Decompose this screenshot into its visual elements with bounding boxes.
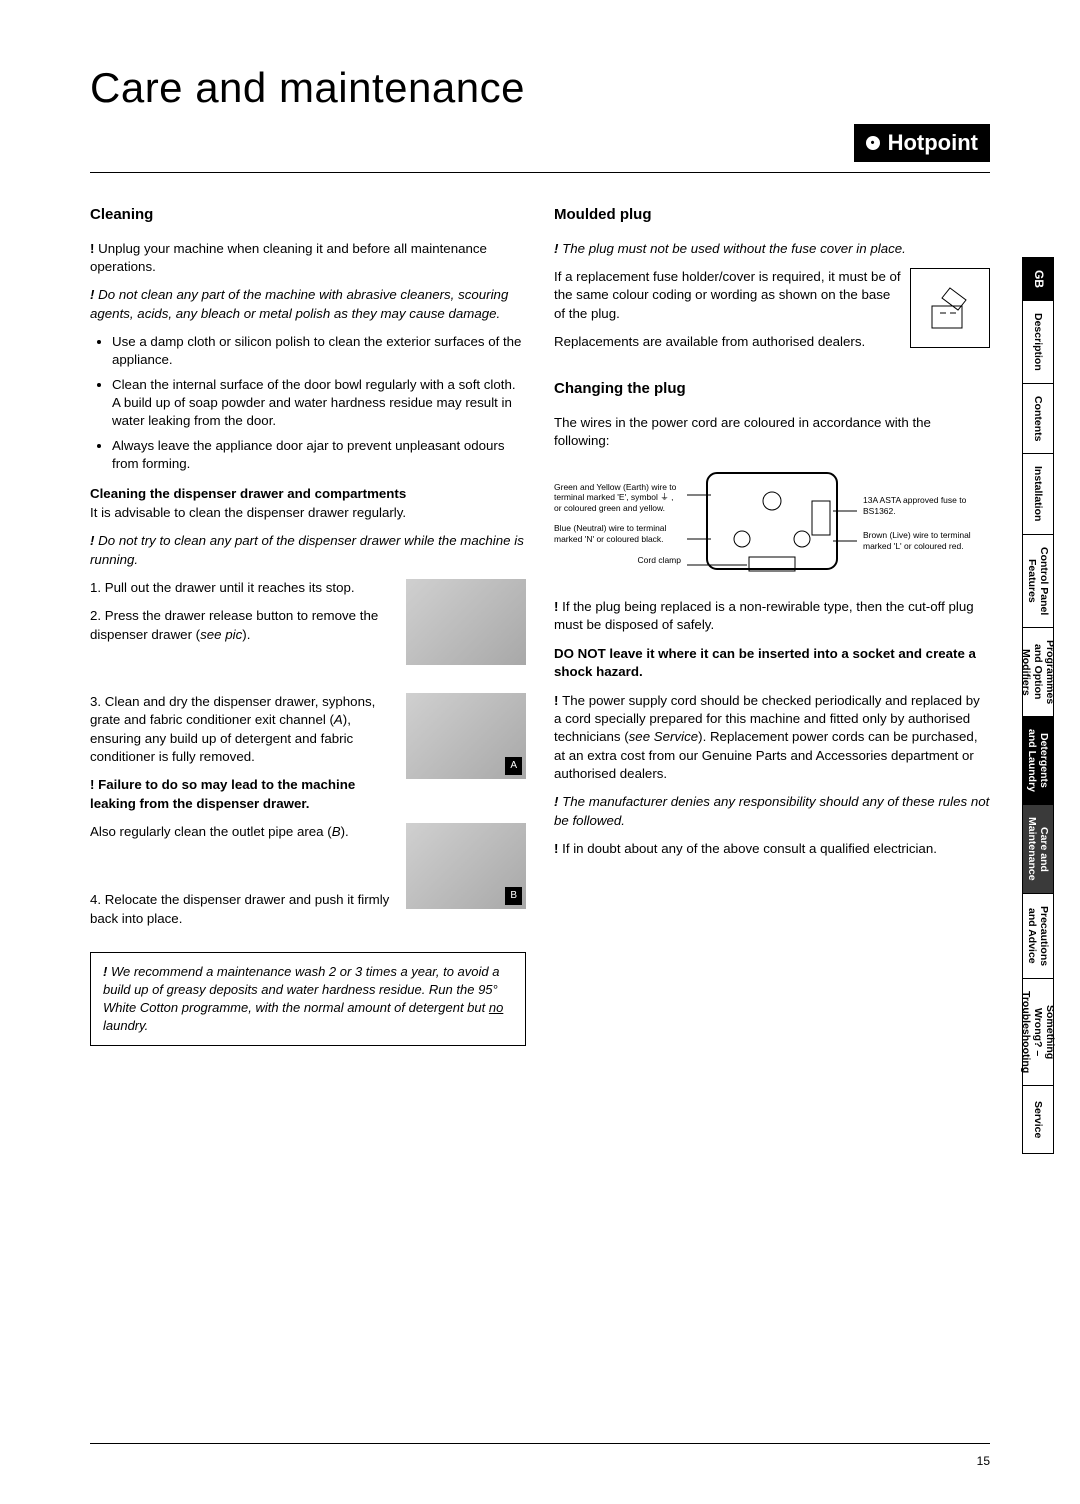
side-tab[interactable]: Installation xyxy=(1022,454,1054,534)
warning-leak: ! Failure to do so may lead to the machi… xyxy=(90,776,526,813)
plug-svg-icon xyxy=(687,461,857,581)
para: ! The power supply cord should be checke… xyxy=(554,692,990,784)
left-column: Cleaning ! Unplug your machine when clea… xyxy=(90,205,526,1046)
maintenance-note: ! We recommend a maintenance wash 2 or 3… xyxy=(90,952,526,1046)
image-label-b: B xyxy=(505,887,522,905)
heading-dispenser: Cleaning the dispenser drawer and compar… xyxy=(90,485,526,503)
plug-wiring-diagram: Green and Yellow (Earth) wire to termina… xyxy=(554,461,990,586)
side-tab[interactable]: Contents xyxy=(1022,384,1054,455)
side-tab[interactable]: GB xyxy=(1022,257,1054,301)
para: ! If the plug being replaced is a non-re… xyxy=(554,598,990,635)
para: ! If in doubt about any of the above con… xyxy=(554,840,990,858)
dispenser-image-b: B xyxy=(406,823,526,909)
para: It is advisable to clean the dispenser d… xyxy=(90,504,526,522)
side-tab[interactable]: Something Wrong? – Troubleshooting xyxy=(1022,979,1054,1086)
para-warning: ! The plug must not be used without the … xyxy=(554,240,990,258)
page-number: 15 xyxy=(977,1454,990,1468)
side-tab[interactable]: Care and Maintenance xyxy=(1022,805,1054,894)
fuse-icon xyxy=(920,278,980,338)
footer-rule xyxy=(90,1443,990,1444)
para-disclaimer: ! The manufacturer denies any responsibi… xyxy=(554,793,990,830)
list-item: Use a damp cloth or silicon polish to cl… xyxy=(112,333,526,370)
bullet-list: Use a damp cloth or silicon polish to cl… xyxy=(90,333,526,473)
header-rule xyxy=(90,172,990,173)
side-tab[interactable]: Programmes and Option Modifiers xyxy=(1022,628,1054,717)
list-item: Always leave the appliance door ajar to … xyxy=(112,437,526,474)
dispenser-image-a: A xyxy=(406,693,526,779)
heading-cleaning: Cleaning xyxy=(90,205,526,226)
page-title: Care and maintenance xyxy=(90,64,990,112)
image-label-a: A xyxy=(505,757,522,775)
side-tab[interactable]: Precautions and Advice xyxy=(1022,894,1054,979)
para-hazard: DO NOT leave it where it can be inserted… xyxy=(554,645,990,682)
brand-dot-icon: • xyxy=(866,136,880,150)
side-tab[interactable]: Service xyxy=(1022,1086,1054,1154)
para-warning: ! Do not clean any part of the machine w… xyxy=(90,286,526,323)
right-column: Moulded plug ! The plug must not be used… xyxy=(554,205,990,1046)
fuse-cover-image xyxy=(910,268,990,348)
side-tab[interactable]: Control Panel Features xyxy=(1022,535,1054,628)
plug-labels-left: Green and Yellow (Earth) wire to termina… xyxy=(554,482,681,566)
para-warning: ! Do not try to clean any part of the di… xyxy=(90,532,526,569)
brand-badge: • Hotpoint xyxy=(854,124,990,162)
side-tabs: GBDescriptionContentsInstallationControl… xyxy=(1022,257,1054,1154)
plug-labels-right: 13A ASTA approved fuse to BS1362. Brown … xyxy=(863,495,990,552)
list-item: Clean the internal surface of the door b… xyxy=(112,376,526,431)
dispenser-image-1 xyxy=(406,579,526,665)
brand-name: Hotpoint xyxy=(888,130,978,156)
heading-changing-plug: Changing the plug xyxy=(554,379,990,400)
side-tab[interactable]: Description xyxy=(1022,301,1054,384)
heading-moulded-plug: Moulded plug xyxy=(554,205,990,226)
side-tab[interactable]: Detergents and Laundry xyxy=(1022,717,1054,805)
para: ! Unplug your machine when cleaning it a… xyxy=(90,240,526,277)
para: The wires in the power cord are coloured… xyxy=(554,414,990,451)
